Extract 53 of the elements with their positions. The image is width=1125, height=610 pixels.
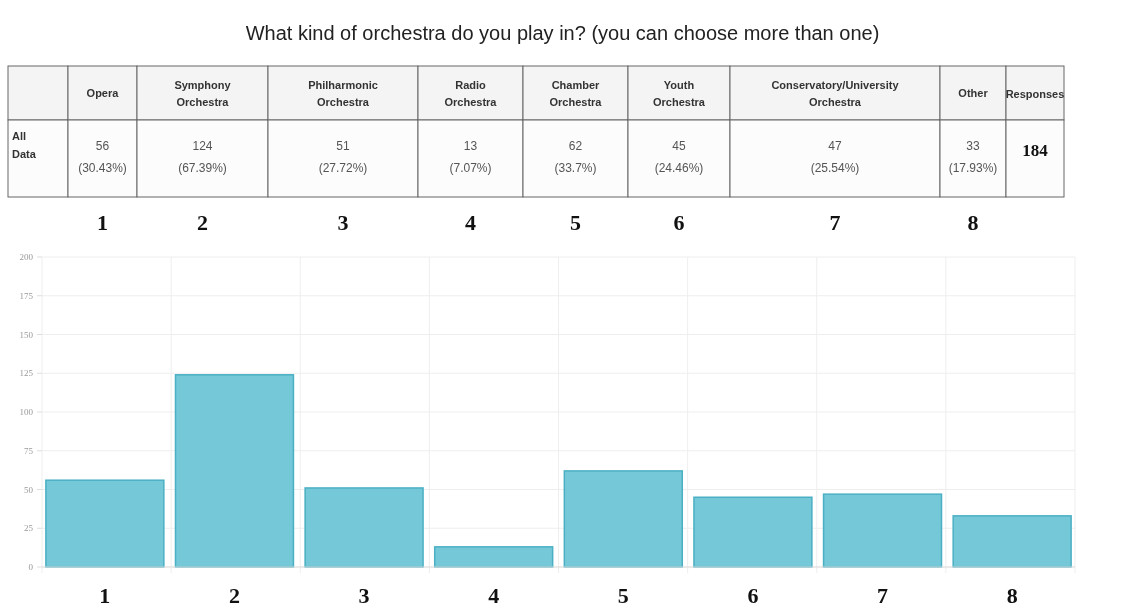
data-label: 45 (24.46%): [654, 139, 704, 175]
data-label: 56 (30.43%): [78, 139, 127, 175]
y-tick-label: 25: [24, 523, 34, 534]
x-tick-label: 7: [829, 210, 841, 235]
text: Other: [958, 87, 988, 99]
x-tick-label: 2: [197, 210, 208, 235]
data-label: 47 (25.54%): [810, 139, 860, 175]
y-tick-label: 175: [19, 290, 34, 301]
text: 184: [1022, 141, 1048, 160]
bar: [693, 496, 813, 568]
x-tick-label: 8: [967, 210, 979, 235]
data-label: 51 (27.72%): [318, 139, 368, 175]
y-tick-label: 50: [24, 484, 34, 495]
data-label: 33 (17.93%): [948, 139, 998, 175]
text: Chamber Orchestra: [549, 78, 602, 108]
bar: [563, 470, 684, 568]
text: Youth Orchestra: [653, 78, 705, 108]
y-tick-label: 75: [24, 445, 34, 456]
chart-title: What kind of orchestra do you play in? (you can choose more than one): [245, 22, 880, 44]
x-tick-label: 1: [97, 210, 108, 235]
text: Symphony Orchestra: [174, 78, 231, 108]
category-label: 1: [99, 583, 111, 608]
text: Opera: [86, 87, 119, 99]
y-tick-label: 125: [19, 368, 34, 379]
text: Philharmonic Orchestra: [308, 78, 378, 108]
category-label: 3: [358, 583, 370, 608]
bar: [174, 374, 295, 568]
x-tick-label: 5: [570, 210, 581, 235]
x-tick-label: 6: [673, 210, 685, 235]
text: Conservatory/University Orchestra: [771, 78, 899, 108]
y-tick-label: 0: [28, 562, 34, 572]
bar: [304, 487, 424, 568]
text: Responses: [1005, 88, 1065, 100]
category-label: 2: [228, 583, 240, 608]
category-label: 7: [877, 583, 889, 608]
bar: [952, 515, 1072, 568]
x-tick-label: 3: [337, 210, 349, 235]
data-label: 13 (7.07%): [449, 139, 492, 175]
y-tick-label: 200: [19, 252, 34, 262]
text: All Data: [12, 130, 36, 160]
category-label: 8: [1006, 583, 1018, 608]
bar: [45, 479, 165, 568]
bar: [433, 546, 554, 568]
y-tick-label: 100: [19, 407, 34, 417]
bar: [822, 493, 943, 568]
data-label: 62 (33.7%): [554, 139, 597, 175]
y-tick-label: 150: [19, 329, 34, 340]
category-label: 4: [488, 583, 500, 608]
category-label: 5: [617, 583, 629, 608]
text: Radio Orchestra: [444, 78, 497, 108]
data-label: 124 (67.39%): [178, 139, 227, 175]
x-tick-label: 4: [465, 210, 476, 235]
category-label: 6: [747, 583, 759, 608]
